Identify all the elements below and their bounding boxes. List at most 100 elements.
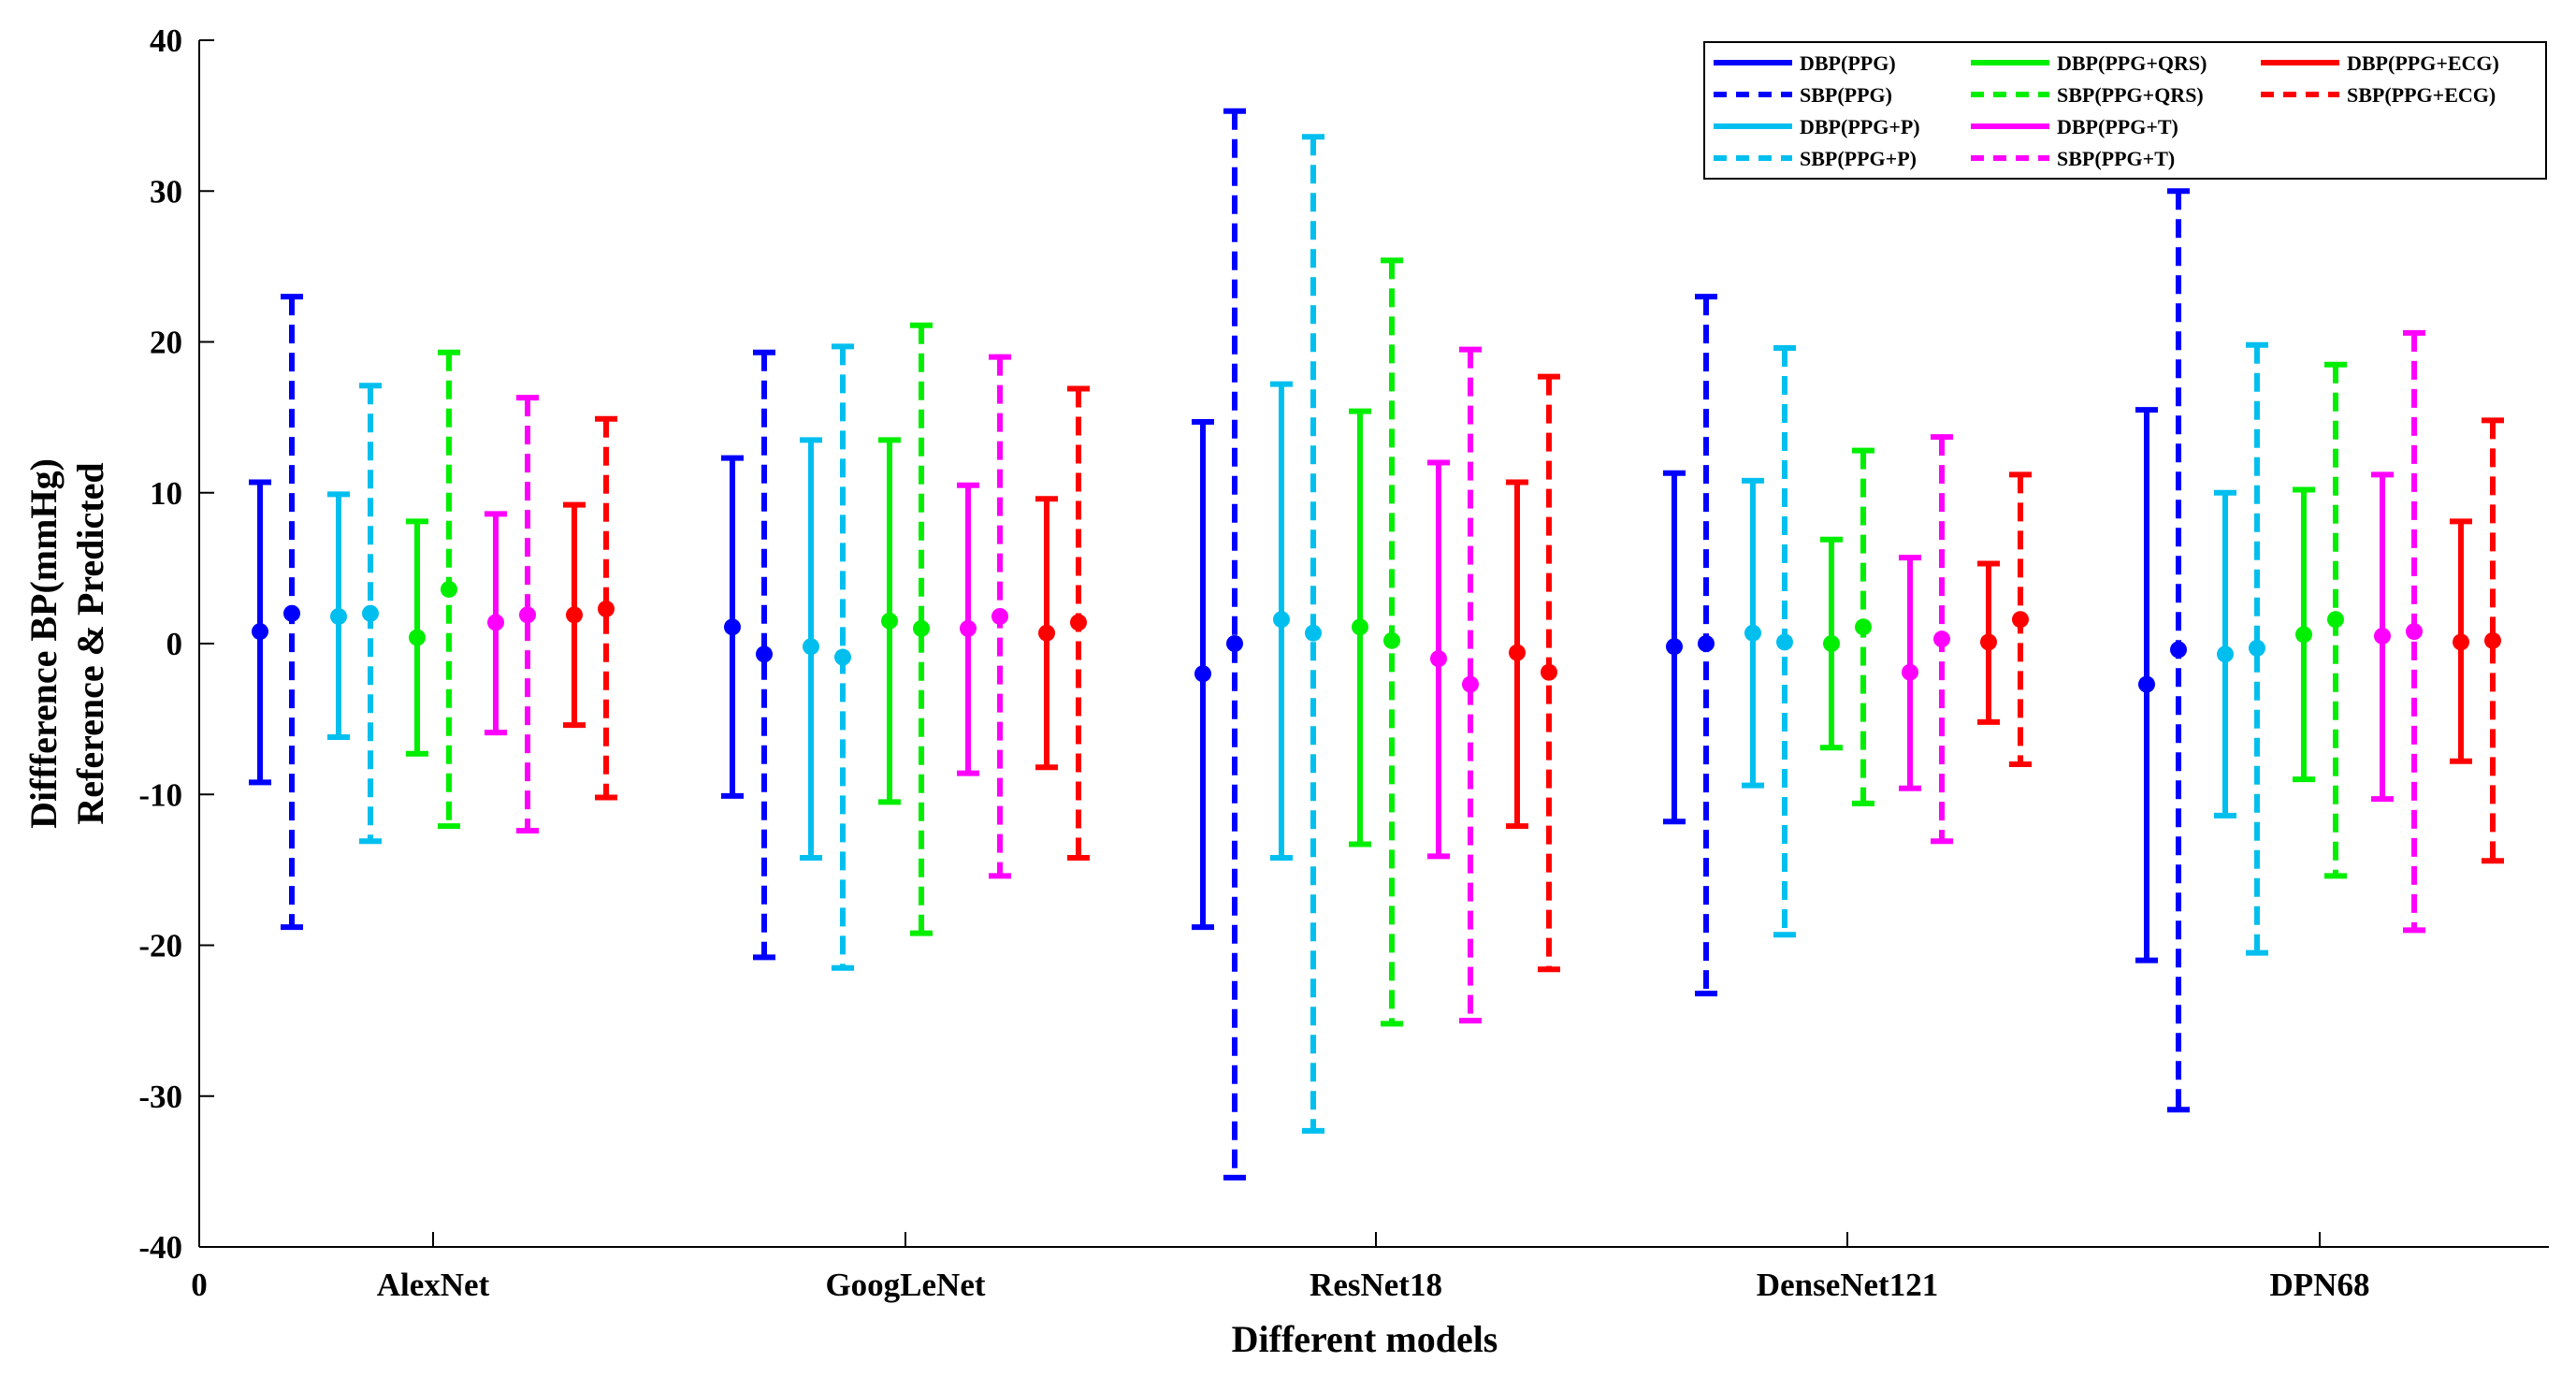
mean-point xyxy=(2170,641,2187,659)
error-bar xyxy=(753,349,775,961)
legend-entry: SBP(PPG+ECG) xyxy=(2261,83,2496,107)
mean-point xyxy=(2217,645,2234,663)
legend-label: SBP(PPG+QRS) xyxy=(2057,83,2204,107)
mean-point xyxy=(1305,624,1322,642)
mean-point xyxy=(724,618,741,636)
mean-point xyxy=(2406,623,2423,641)
error-bar xyxy=(2135,407,2158,964)
legend-entry: DBP(PPG+ECG) xyxy=(2261,51,2499,75)
mean-point xyxy=(1194,665,1211,683)
error-bar xyxy=(359,383,382,845)
error-bar xyxy=(2167,188,2190,1113)
y-tick-label: -20 xyxy=(138,928,182,964)
error-bar xyxy=(910,322,933,936)
mean-point xyxy=(1226,635,1243,652)
x-axis-title: Different models xyxy=(1232,1318,1498,1360)
mean-point xyxy=(913,619,930,637)
error-bar xyxy=(1899,555,1921,791)
mean-point xyxy=(566,606,583,624)
mean-point xyxy=(519,606,536,624)
error-bar xyxy=(1506,479,1528,830)
mean-point xyxy=(1541,663,1557,681)
mean-point xyxy=(834,648,851,666)
legend-label: SBP(PPG) xyxy=(1800,83,1892,107)
error-bar xyxy=(1427,459,1450,860)
mean-point xyxy=(1352,618,1368,636)
error-bar xyxy=(249,479,271,786)
axes xyxy=(198,39,2549,1248)
error-bar xyxy=(438,349,460,830)
mean-point xyxy=(1980,633,1997,651)
mean-point xyxy=(2249,639,2265,657)
mean-point xyxy=(1902,663,1918,681)
mean-point xyxy=(1509,644,1526,661)
error-bar xyxy=(2482,417,2504,864)
error-bar xyxy=(1192,418,1214,931)
mean-point xyxy=(1776,633,1793,651)
error-bar xyxy=(2214,489,2236,819)
mean-point xyxy=(756,645,773,663)
mean-point xyxy=(330,607,347,625)
mean-point xyxy=(598,600,615,617)
error-bar xyxy=(1459,346,1482,1024)
error-bar xyxy=(1742,477,1764,789)
error-bar xyxy=(1852,447,1874,806)
mean-point xyxy=(991,607,1008,625)
mean-point xyxy=(1038,624,1055,642)
y-tick-label: 10 xyxy=(150,475,182,512)
x-tick-label: AlexNet xyxy=(377,1267,490,1303)
error-bar xyxy=(2246,341,2268,956)
legend-entry: DBP(PPG) xyxy=(1714,51,1896,75)
y-tick-label: 0 xyxy=(166,626,183,662)
mean-point xyxy=(1933,630,1950,648)
error-bar xyxy=(957,482,979,776)
error-bar xyxy=(1538,373,1560,973)
mean-point xyxy=(2484,631,2501,649)
y-tick-label: -40 xyxy=(138,1229,182,1266)
error-bar xyxy=(989,354,1011,879)
y-tick-label: -10 xyxy=(138,776,182,813)
mean-point xyxy=(1383,631,1400,649)
legend-label: DBP(PPG+P) xyxy=(1800,115,1920,138)
mean-point xyxy=(252,623,268,641)
mean-point xyxy=(803,638,819,656)
mean-point xyxy=(1698,635,1715,652)
legend-entry: DBP(PPG+T) xyxy=(1971,115,2178,138)
x-origin-label: 0 xyxy=(191,1267,208,1303)
error-bar xyxy=(1381,257,1403,1027)
error-bars xyxy=(249,108,2504,1181)
legend-label: DBP(PPG+QRS) xyxy=(2057,51,2207,75)
mean-point xyxy=(2374,627,2391,645)
mean-point xyxy=(1666,638,1683,656)
mean-point xyxy=(409,629,426,646)
error-bar xyxy=(832,343,854,971)
legend-entry: SBP(PPG) xyxy=(1714,83,1892,107)
y-tick-label: 30 xyxy=(150,173,182,210)
legend-label: DBP(PPG) xyxy=(1800,51,1896,75)
error-bar xyxy=(595,415,617,801)
error-bar xyxy=(1695,294,1717,997)
y-tick-label: 20 xyxy=(150,325,182,361)
error-bar xyxy=(2324,361,2347,879)
error-bar xyxy=(406,518,428,757)
error-bar xyxy=(2403,329,2425,934)
mean-point xyxy=(1855,618,1872,636)
error-bar xyxy=(1931,434,1953,845)
mean-point xyxy=(2327,611,2344,629)
mean-point xyxy=(283,604,300,622)
y-tick-label: 40 xyxy=(150,22,182,59)
error-bar xyxy=(1035,496,1058,771)
legend: DBP(PPG) SBP(PPG) DBP(PPG+P) SBP(PPG+P) DBP(… xyxy=(1703,41,2547,180)
legend-entry: DBP(PPG+P) xyxy=(1714,115,1920,138)
error-bar xyxy=(2009,471,2032,767)
mean-point xyxy=(1744,624,1761,642)
mean-point xyxy=(881,612,898,630)
error-bar xyxy=(2450,518,2472,764)
error-bar xyxy=(516,395,539,833)
y-axis-title: Reference & Predicted xyxy=(69,462,111,824)
error-bar xyxy=(1349,408,1371,848)
y-tick-label: -30 xyxy=(138,1079,182,1115)
mean-point xyxy=(487,614,504,631)
mean-point xyxy=(2138,675,2155,693)
